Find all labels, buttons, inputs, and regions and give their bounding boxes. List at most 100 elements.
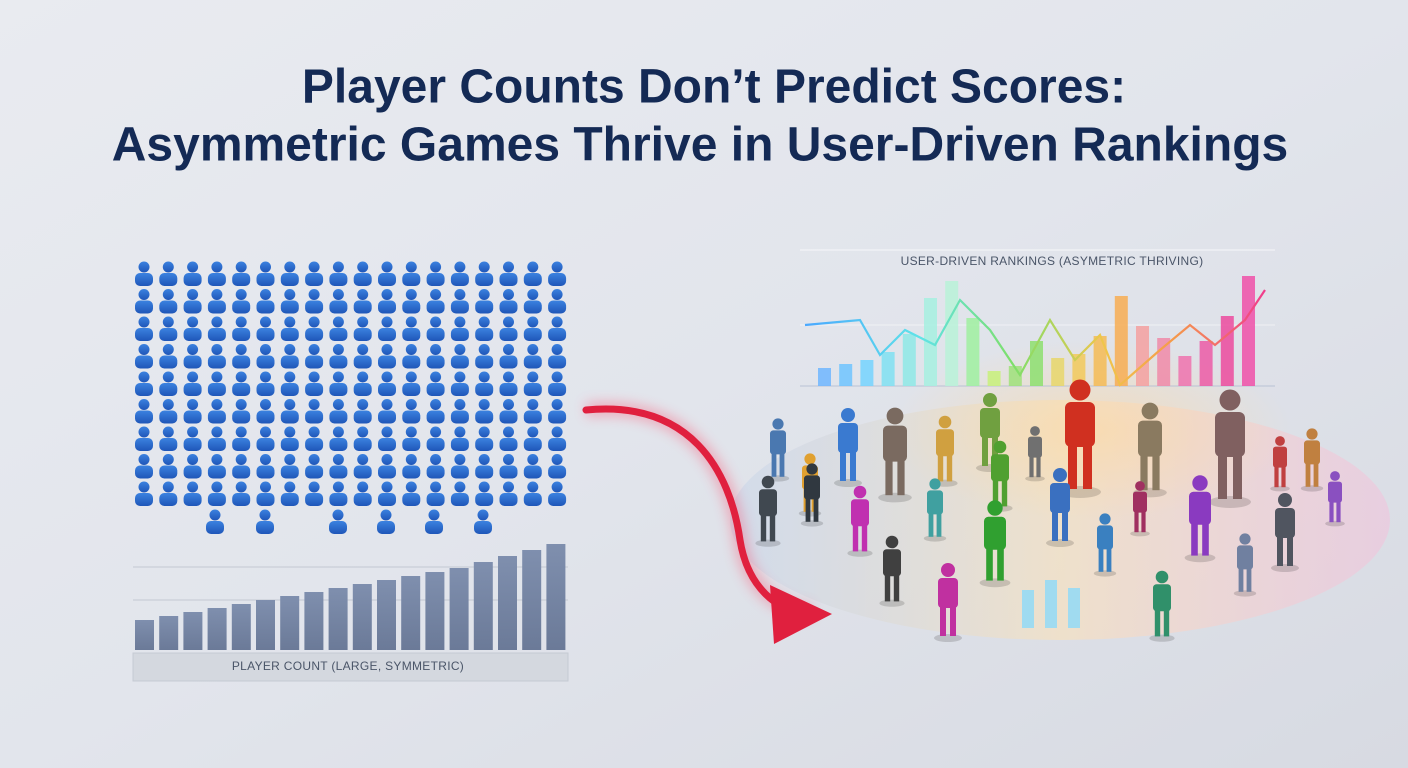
player-icon (207, 371, 226, 396)
icon-head (381, 481, 393, 493)
player-icon (499, 261, 518, 286)
bar (1136, 326, 1149, 386)
player-icon (280, 399, 299, 424)
icon-head (551, 316, 563, 328)
icon-head (260, 371, 271, 383)
character-body (1028, 436, 1042, 458)
player-icon (329, 316, 348, 341)
character-leg (1036, 456, 1041, 478)
icon-head (308, 371, 320, 383)
player-icon (548, 316, 567, 341)
icon-body (329, 438, 348, 451)
player-icon (305, 454, 324, 479)
icon-body (426, 438, 445, 451)
icon-body (329, 410, 348, 424)
icon-body (256, 410, 275, 424)
icon-body (402, 383, 421, 396)
icon-head (478, 289, 490, 300)
icon-body (305, 328, 324, 341)
character-body (1133, 491, 1147, 513)
icon-head (162, 454, 174, 465)
icon-head (235, 344, 247, 355)
icon-body (378, 493, 396, 506)
icon-body (159, 300, 178, 314)
icon-body (353, 438, 372, 451)
character-crowd (755, 379, 1345, 642)
player-icon (183, 454, 202, 479)
character-shadow (1093, 570, 1117, 577)
character-body (883, 549, 901, 577)
character-head (1069, 379, 1091, 401)
icon-body (135, 300, 153, 314)
character-leg (946, 454, 953, 482)
player-icon (183, 426, 202, 451)
player-icon (135, 344, 153, 369)
icon-head (187, 344, 199, 355)
character-leg (950, 606, 956, 636)
player-icon (232, 399, 251, 424)
player-icon (402, 289, 421, 314)
title-line: Player Counts Don’t Predict Scores: (302, 61, 1126, 114)
icon-head (284, 289, 296, 300)
icon-body (159, 438, 178, 451)
player-icon (499, 344, 518, 369)
player-icon (523, 399, 542, 424)
icon-head (551, 261, 563, 273)
icon-head (405, 481, 417, 493)
player-icon (305, 261, 324, 286)
icon-body (207, 328, 226, 341)
bar (1178, 356, 1192, 386)
icon-body (305, 273, 324, 286)
player-icon (499, 426, 518, 451)
player-icon (499, 316, 518, 341)
character-head (1053, 468, 1067, 482)
icon-head (478, 399, 490, 410)
player-icon (305, 316, 324, 341)
icon-head (503, 261, 514, 273)
bar (256, 600, 275, 650)
character-body (759, 489, 777, 517)
character-head (929, 478, 941, 490)
character-shadow (979, 578, 1011, 588)
character (1184, 475, 1216, 563)
bar (1051, 358, 1065, 386)
character-leg (884, 574, 891, 602)
player-icon (475, 481, 494, 506)
player-icon (499, 399, 518, 424)
bar (425, 572, 445, 650)
icon-body (353, 355, 372, 369)
icon-head (260, 399, 271, 410)
player-icon (135, 399, 153, 424)
icon-body (548, 300, 567, 314)
player-icon (232, 316, 251, 341)
character (1130, 481, 1150, 537)
icon-body (183, 328, 202, 341)
character-head (941, 563, 955, 577)
character (1149, 570, 1175, 642)
icon-head (284, 481, 296, 493)
character-leg (1238, 567, 1244, 592)
hologram-bar (1022, 590, 1034, 628)
player-icon (353, 371, 372, 396)
icon-head (308, 454, 320, 465)
icon-head (454, 371, 466, 383)
icon-body (183, 493, 202, 506)
icon-head (162, 316, 174, 328)
icon-body (256, 521, 274, 534)
icon-body (426, 383, 445, 396)
character-leg (997, 547, 1004, 581)
icon-body (206, 521, 224, 534)
player-icon (232, 454, 251, 479)
icon-head (454, 399, 466, 410)
player-icon (207, 481, 226, 506)
bar (304, 592, 324, 650)
character-leg (992, 436, 998, 466)
icon-body (329, 521, 347, 534)
icon-body (207, 383, 226, 396)
character-leg (1001, 479, 1008, 507)
icon-head (478, 426, 490, 438)
player-icon (207, 344, 226, 369)
icon-body (378, 273, 396, 286)
player-icon (329, 289, 348, 314)
player-icon (548, 371, 567, 396)
